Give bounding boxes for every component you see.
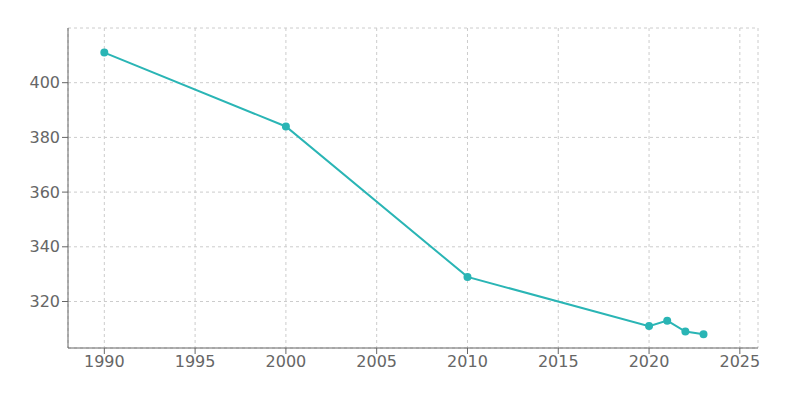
svg-text:340: 340 bbox=[29, 237, 60, 256]
svg-text:320: 320 bbox=[29, 292, 60, 311]
svg-text:360: 360 bbox=[29, 183, 60, 202]
svg-text:380: 380 bbox=[29, 128, 60, 147]
svg-text:1990: 1990 bbox=[84, 352, 125, 371]
svg-text:2015: 2015 bbox=[538, 352, 579, 371]
svg-text:2005: 2005 bbox=[356, 352, 397, 371]
svg-text:1995: 1995 bbox=[175, 352, 216, 371]
svg-text:400: 400 bbox=[29, 73, 60, 92]
svg-text:2025: 2025 bbox=[719, 352, 760, 371]
svg-text:2010: 2010 bbox=[447, 352, 488, 371]
svg-text:2000: 2000 bbox=[266, 352, 307, 371]
svg-text:2020: 2020 bbox=[629, 352, 670, 371]
